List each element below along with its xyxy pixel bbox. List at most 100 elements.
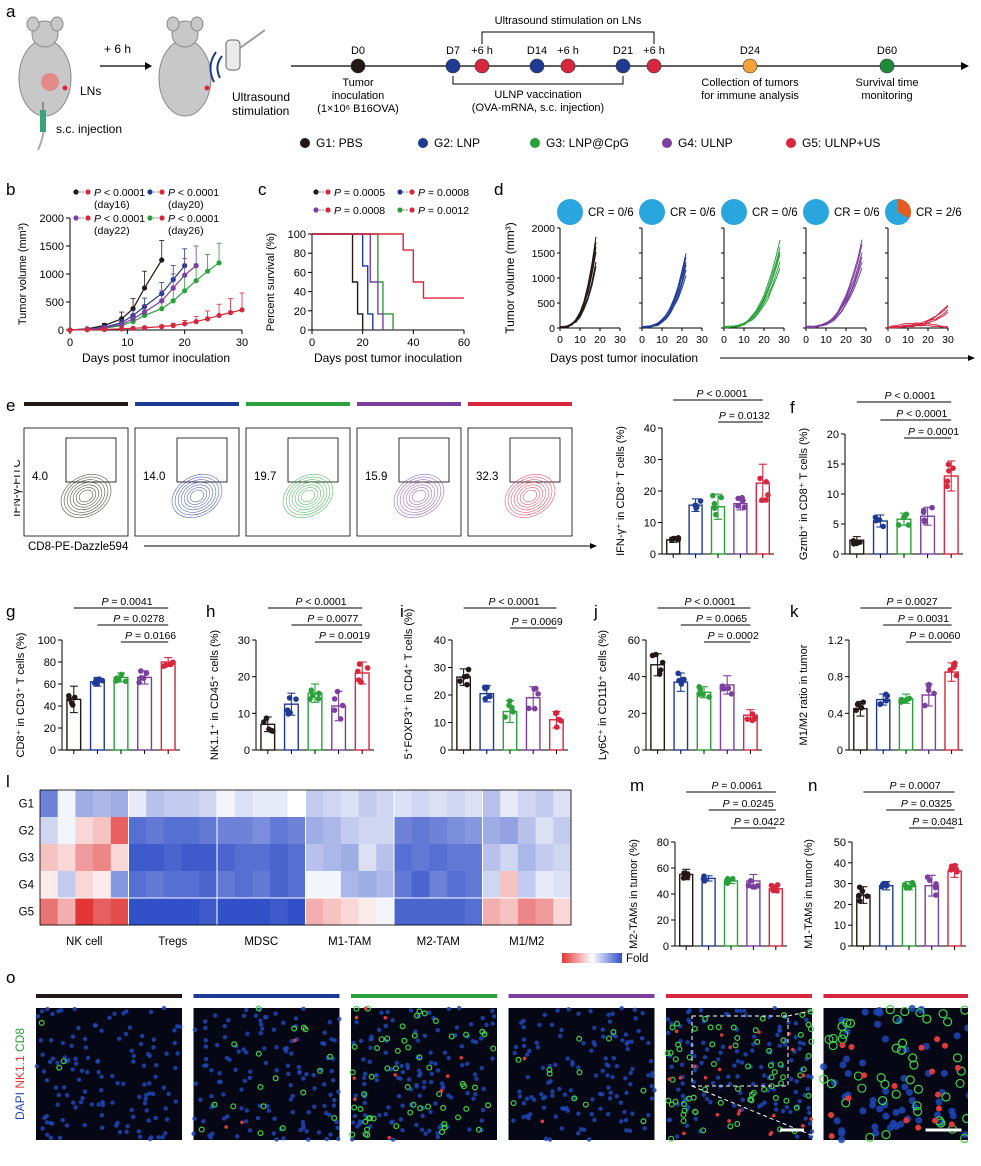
y-tick-label: 5 [833, 519, 839, 531]
dapi-nucleus [129, 1048, 134, 1054]
cd8-cell [915, 1008, 925, 1018]
dapi-nucleus [614, 1094, 619, 1099]
dapi-nucleus [606, 1085, 611, 1090]
dapi-nucleus [201, 1119, 206, 1124]
cd8-cell [839, 1029, 849, 1040]
data-point [159, 257, 165, 263]
cr-label: CR = 0/6 [752, 207, 798, 219]
data-point [239, 307, 245, 313]
nk-cell [861, 1072, 868, 1079]
cd8-cell [752, 1027, 759, 1034]
nk-cell [903, 1117, 910, 1124]
dapi-nucleus [833, 1117, 841, 1125]
dapi-nucleus [517, 1094, 523, 1099]
nk-cell [240, 1120, 244, 1125]
dapi-nucleus [166, 1091, 171, 1096]
heatmap-cell [163, 844, 183, 872]
y-tick-label: 60 [294, 267, 306, 279]
data-point [141, 325, 148, 331]
column-label: M2-TAM [417, 936, 460, 948]
p-value-label: P = 0.0245 [723, 798, 774, 810]
dapi-nucleus [774, 1107, 779, 1112]
dapi-nucleus [142, 1082, 147, 1087]
group-legend-item: G5: ULNP+US [786, 136, 880, 150]
contour-line [282, 474, 334, 518]
dapi-nucleus [555, 1008, 560, 1013]
individual-curve [723, 251, 781, 329]
p-value-label: P = 0.0132 [719, 410, 770, 422]
dapi-nucleus [715, 1075, 721, 1080]
heatmap-cell [110, 817, 129, 845]
dapi-nucleus [147, 1081, 152, 1086]
data-point [118, 671, 125, 678]
dapi-nucleus [131, 1059, 136, 1064]
dapi-nucleus [247, 1128, 253, 1133]
heatmap-cell [429, 898, 448, 926]
dapi-nucleus [146, 1118, 151, 1123]
dapi-nucleus [173, 1099, 178, 1104]
cd8-cell [365, 1115, 372, 1122]
dapi-nucleus [203, 1025, 208, 1031]
heatmap-cell [57, 844, 76, 872]
y-tick-label: 0.4 [828, 708, 843, 720]
dapi-nucleus [204, 1063, 209, 1068]
dapi-nucleus [640, 1011, 645, 1016]
cd8-cell [793, 1104, 800, 1111]
individual-curve [805, 261, 863, 329]
dapi-nucleus [321, 1082, 327, 1087]
legend-dot [397, 207, 403, 213]
dapi-nucleus [513, 1044, 519, 1050]
bar [673, 681, 689, 751]
data-point [946, 468, 952, 474]
heatmap-cell [358, 871, 377, 899]
cd8-cell [780, 1012, 787, 1019]
gate-box [398, 437, 450, 483]
y-axis-label: Percent survival (%) [265, 233, 277, 331]
data-point [895, 522, 902, 528]
heatmap-cell [500, 898, 519, 926]
dapi-nucleus [648, 1058, 654, 1064]
dapi-nucleus [172, 1028, 177, 1033]
dapi-nucleus [839, 1061, 847, 1069]
panel-label-i: i [400, 602, 404, 621]
contour-line [69, 481, 103, 511]
legend-dot [409, 207, 415, 213]
dapi-nucleus [459, 1044, 465, 1049]
cd8-cell [672, 1056, 679, 1063]
nk-cell [352, 1076, 357, 1080]
contour-line [183, 484, 211, 508]
heatmap-cell [217, 898, 236, 926]
y-tick-label: 60 [44, 679, 56, 691]
nk-cell [935, 1105, 942, 1112]
dapi-nucleus [241, 1047, 246, 1052]
data-point [96, 676, 103, 683]
cd8-cell [231, 1041, 238, 1048]
heatmap-cell [535, 844, 554, 872]
cd8-cell [727, 1123, 734, 1130]
heatmap-cell [394, 898, 413, 926]
cd8-cell [407, 1109, 414, 1116]
chart-h: 0 10 20 30 NK1.1⁺ in CD45⁺ cells (%) P < 0.00… [209, 596, 374, 760]
x-tick-label: 20 [594, 334, 606, 346]
dapi-nucleus [801, 1041, 806, 1047]
nk-cell [801, 1073, 806, 1078]
cd8-cell [351, 1104, 358, 1111]
nk-cell [445, 1074, 450, 1078]
cd8-cell [399, 1023, 406, 1030]
dapi-nucleus [646, 1040, 651, 1046]
dapi-nucleus [740, 1097, 745, 1102]
timeline-tag: D60 [877, 45, 897, 57]
dapi-nucleus [191, 1131, 196, 1136]
y-tick-label: 1000 [40, 269, 64, 281]
y-tick-label: 80 [294, 248, 306, 260]
dapi-nucleus [416, 1073, 422, 1078]
dapi-nucleus [421, 1085, 427, 1090]
dapi-nucleus [718, 1050, 723, 1055]
timeline-dot [615, 58, 631, 74]
dapi-nucleus [807, 1121, 813, 1126]
group-name: G1: PBS [316, 136, 363, 150]
x-tick-label: 30 [236, 337, 248, 349]
dapi-nucleus [212, 1013, 218, 1018]
dapi-nucleus [716, 1057, 721, 1062]
cd8-cell [710, 1060, 717, 1067]
